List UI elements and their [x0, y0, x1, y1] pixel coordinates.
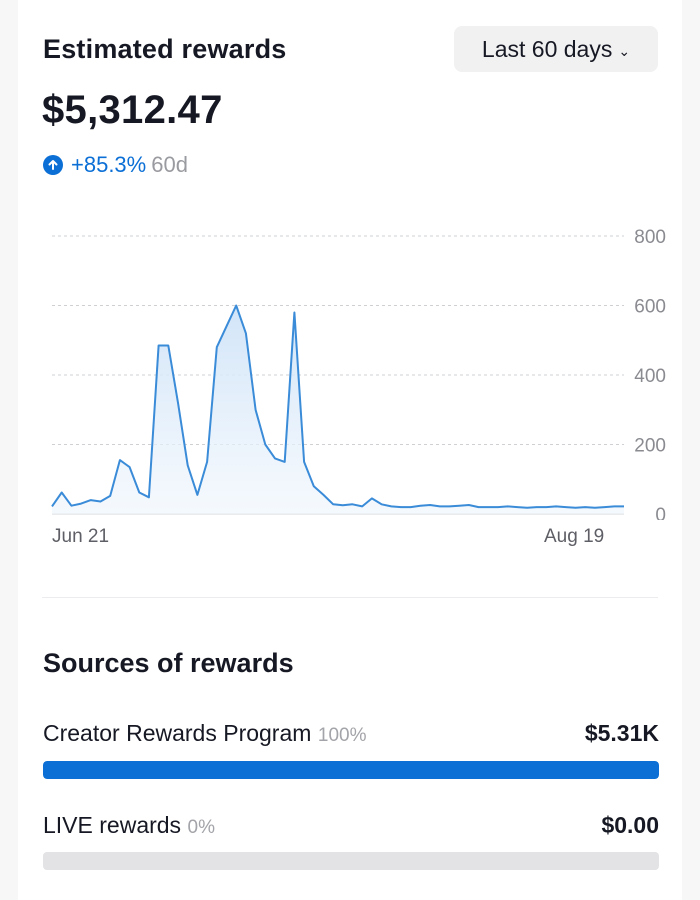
source-name: LIVE rewards — [43, 812, 182, 838]
source-value: $5.31K — [584, 720, 659, 746]
y-tick-label: 200 — [634, 436, 666, 457]
change-period: 60d — [151, 152, 188, 177]
sources-title: Sources of rewards — [43, 648, 294, 678]
change-percent: +85.3% — [71, 152, 147, 177]
date-range-dropdown[interactable]: Last 60 days ⌄ — [454, 26, 658, 72]
rewards-chart: 800 600 400 200 0 — [51, 227, 666, 520]
source-progress-fill — [43, 761, 659, 779]
total-amount: $5,312.47 — [42, 88, 223, 132]
series-line — [51, 304, 624, 509]
source-row-creator-rewards: Creator Rewards Program 100% $5.31K — [43, 720, 659, 747]
rewards-card: Estimated rewards Last 60 days ⌄ $5,312.… — [18, 0, 682, 900]
source-value: $0.00 — [601, 812, 659, 838]
y-tick-label: 800 — [634, 227, 666, 248]
x-start-label: Jun 21 — [52, 526, 110, 547]
page-title: Estimated rewards — [43, 34, 287, 64]
x-end-label: Aug 19 — [544, 526, 605, 547]
y-tick-label: 600 — [634, 297, 666, 318]
source-share: 100% — [317, 725, 367, 746]
y-tick-label: 400 — [634, 366, 666, 387]
chevron-down-icon: ⌄ — [618, 42, 631, 59]
source-row-live-rewards: LIVE rewards 0% $0.00 — [43, 812, 659, 839]
source-progress-creator-rewards — [43, 761, 659, 779]
y-tick-label: 0 — [655, 505, 666, 520]
source-name: Creator Rewards Program — [43, 720, 312, 746]
source-share: 0% — [187, 817, 215, 838]
divider — [42, 597, 658, 598]
arrow-up-icon — [43, 155, 63, 175]
series-area — [52, 305, 624, 514]
change-indicator: +85.3% 60d — [43, 152, 188, 178]
source-progress-live-rewards — [43, 852, 659, 870]
date-range-label: Last 60 days — [481, 35, 613, 62]
